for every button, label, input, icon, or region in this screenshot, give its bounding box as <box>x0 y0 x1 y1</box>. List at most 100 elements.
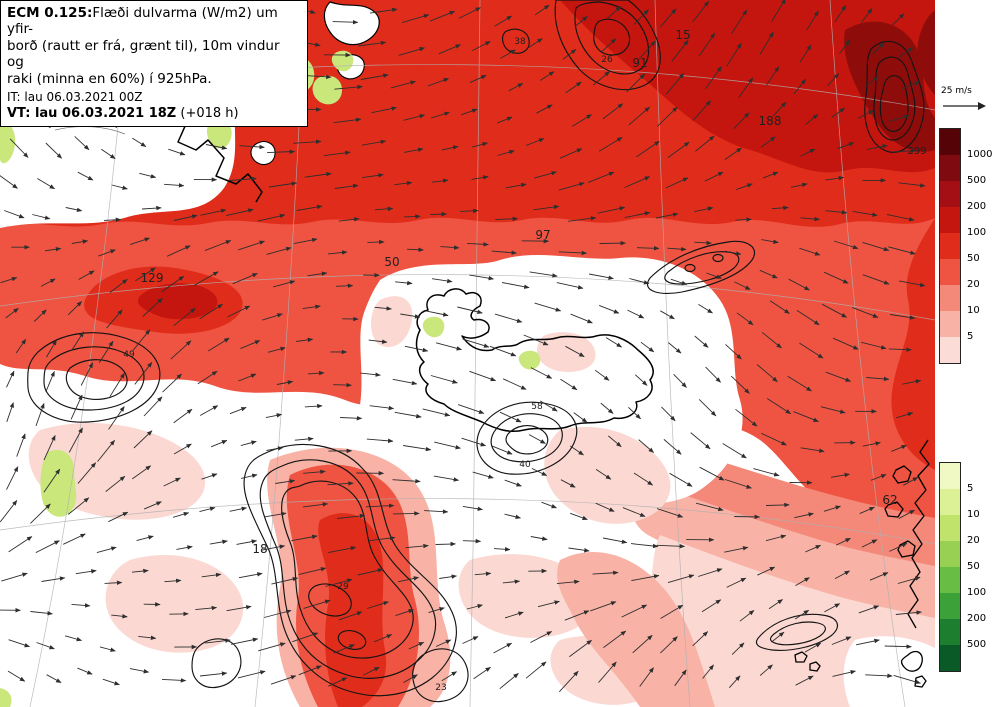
wind-arrow <box>528 434 546 444</box>
wind-arrow <box>795 675 814 686</box>
wind-arrow <box>724 479 752 489</box>
wind-arrow <box>46 339 57 358</box>
wind-arrow <box>724 147 742 160</box>
wind-arrow <box>361 139 387 146</box>
wind-arrow <box>799 247 821 256</box>
wind-arrow <box>602 103 624 120</box>
wind-arrow <box>862 441 881 447</box>
wind-arrow <box>837 142 855 150</box>
wind-arrow <box>633 472 653 486</box>
wind-arrow <box>338 217 360 222</box>
legend-scale-label: 50 <box>967 253 980 264</box>
wind-arrow <box>839 39 851 54</box>
wind-arrow <box>599 304 620 314</box>
wind-arrow <box>471 142 488 148</box>
wind-arrow <box>337 513 366 519</box>
wind-arrow <box>303 469 326 475</box>
wind-arrow <box>422 408 451 417</box>
wind-arrow <box>728 675 741 689</box>
wind-arrow <box>360 73 389 80</box>
wind-arrow <box>790 182 808 188</box>
wind-arrow <box>731 9 748 34</box>
wind-arrow <box>608 435 622 448</box>
wind-arrow <box>594 369 610 381</box>
wind-arrow <box>694 240 712 246</box>
wind-arrow <box>298 665 322 676</box>
wind-arrow <box>793 411 819 423</box>
wind-arrow <box>530 631 553 643</box>
wind-arrow <box>394 411 422 419</box>
wind-arrow <box>499 673 519 690</box>
wind-arrow <box>200 208 227 216</box>
wind-arrow <box>558 182 585 191</box>
wind-arrow <box>229 176 257 182</box>
wind-arrow <box>595 502 615 512</box>
wind-arrow <box>660 636 678 654</box>
wind-arrow <box>45 370 55 393</box>
wind-arrow <box>624 176 651 188</box>
wind-arrow <box>502 579 521 584</box>
wind-arrow <box>472 40 491 52</box>
wind-arrow <box>698 399 717 417</box>
wind-arrow <box>404 214 421 219</box>
wind-arrow <box>734 281 751 291</box>
wind-arrow <box>33 309 47 322</box>
legend-color-box <box>940 515 960 541</box>
wind-arrow <box>266 446 284 451</box>
wind-arrow <box>461 437 487 447</box>
wind-arrow <box>430 111 450 119</box>
wind-arrow <box>462 338 490 348</box>
wind-arrow <box>166 245 191 257</box>
red-scale-boxes <box>939 128 961 364</box>
wind-arrow <box>67 301 83 316</box>
wind-arrow <box>888 347 912 352</box>
legend-scale-label: 50 <box>967 561 980 572</box>
wind-arrow <box>108 511 129 523</box>
wind-arrow <box>805 544 822 553</box>
wind-arrow <box>307 370 325 376</box>
wind-arrow <box>698 304 713 314</box>
wind-arrow <box>40 278 56 287</box>
wind-arrow <box>573 412 588 423</box>
wind-arrow <box>639 667 654 687</box>
wind-arrow <box>601 38 617 53</box>
wind-arrow <box>402 13 430 24</box>
wind-arrow <box>96 546 117 554</box>
wind-arrow <box>592 71 610 86</box>
wind-arrow <box>65 207 83 213</box>
wind-arrow <box>861 539 878 548</box>
wind-arrow <box>536 104 553 114</box>
contour-label: 49 <box>123 350 135 360</box>
wind-arrow <box>262 313 283 321</box>
legend-scale-label: 100 <box>967 227 987 238</box>
wind-arrow <box>867 144 888 150</box>
wind-arrow <box>395 280 413 286</box>
wind-arrow <box>656 106 678 127</box>
legend-scale-label: 5 <box>967 483 974 494</box>
wind-arrow <box>357 568 384 576</box>
wind-arrow <box>75 569 97 575</box>
wind-arrow <box>690 432 711 450</box>
wind-arrow <box>74 136 90 151</box>
wind-arrow <box>32 214 51 220</box>
wind-arrow <box>622 507 646 517</box>
wind-arrow <box>769 300 790 314</box>
wind-arrow <box>888 246 916 255</box>
wind-arrow <box>275 479 296 484</box>
wind-arrow <box>891 148 917 154</box>
wind-arrow <box>504 611 524 619</box>
wind-arrow <box>238 572 263 579</box>
wind-arrow <box>395 609 414 617</box>
wind-arrow <box>731 642 745 655</box>
wind-arrow <box>765 66 780 86</box>
wind-arrow <box>403 674 418 683</box>
wind-arrow <box>493 547 511 552</box>
green-scale-boxes <box>939 462 961 672</box>
wind-arrow <box>902 379 922 385</box>
valid-time-main: VT: lau 06.03.2021 18Z <box>7 106 177 122</box>
wind-arrow <box>30 503 51 524</box>
wind-arrow <box>365 503 395 508</box>
wind-arrow <box>705 66 722 90</box>
wind-arrow <box>762 171 779 179</box>
wind-arrow <box>71 239 89 244</box>
